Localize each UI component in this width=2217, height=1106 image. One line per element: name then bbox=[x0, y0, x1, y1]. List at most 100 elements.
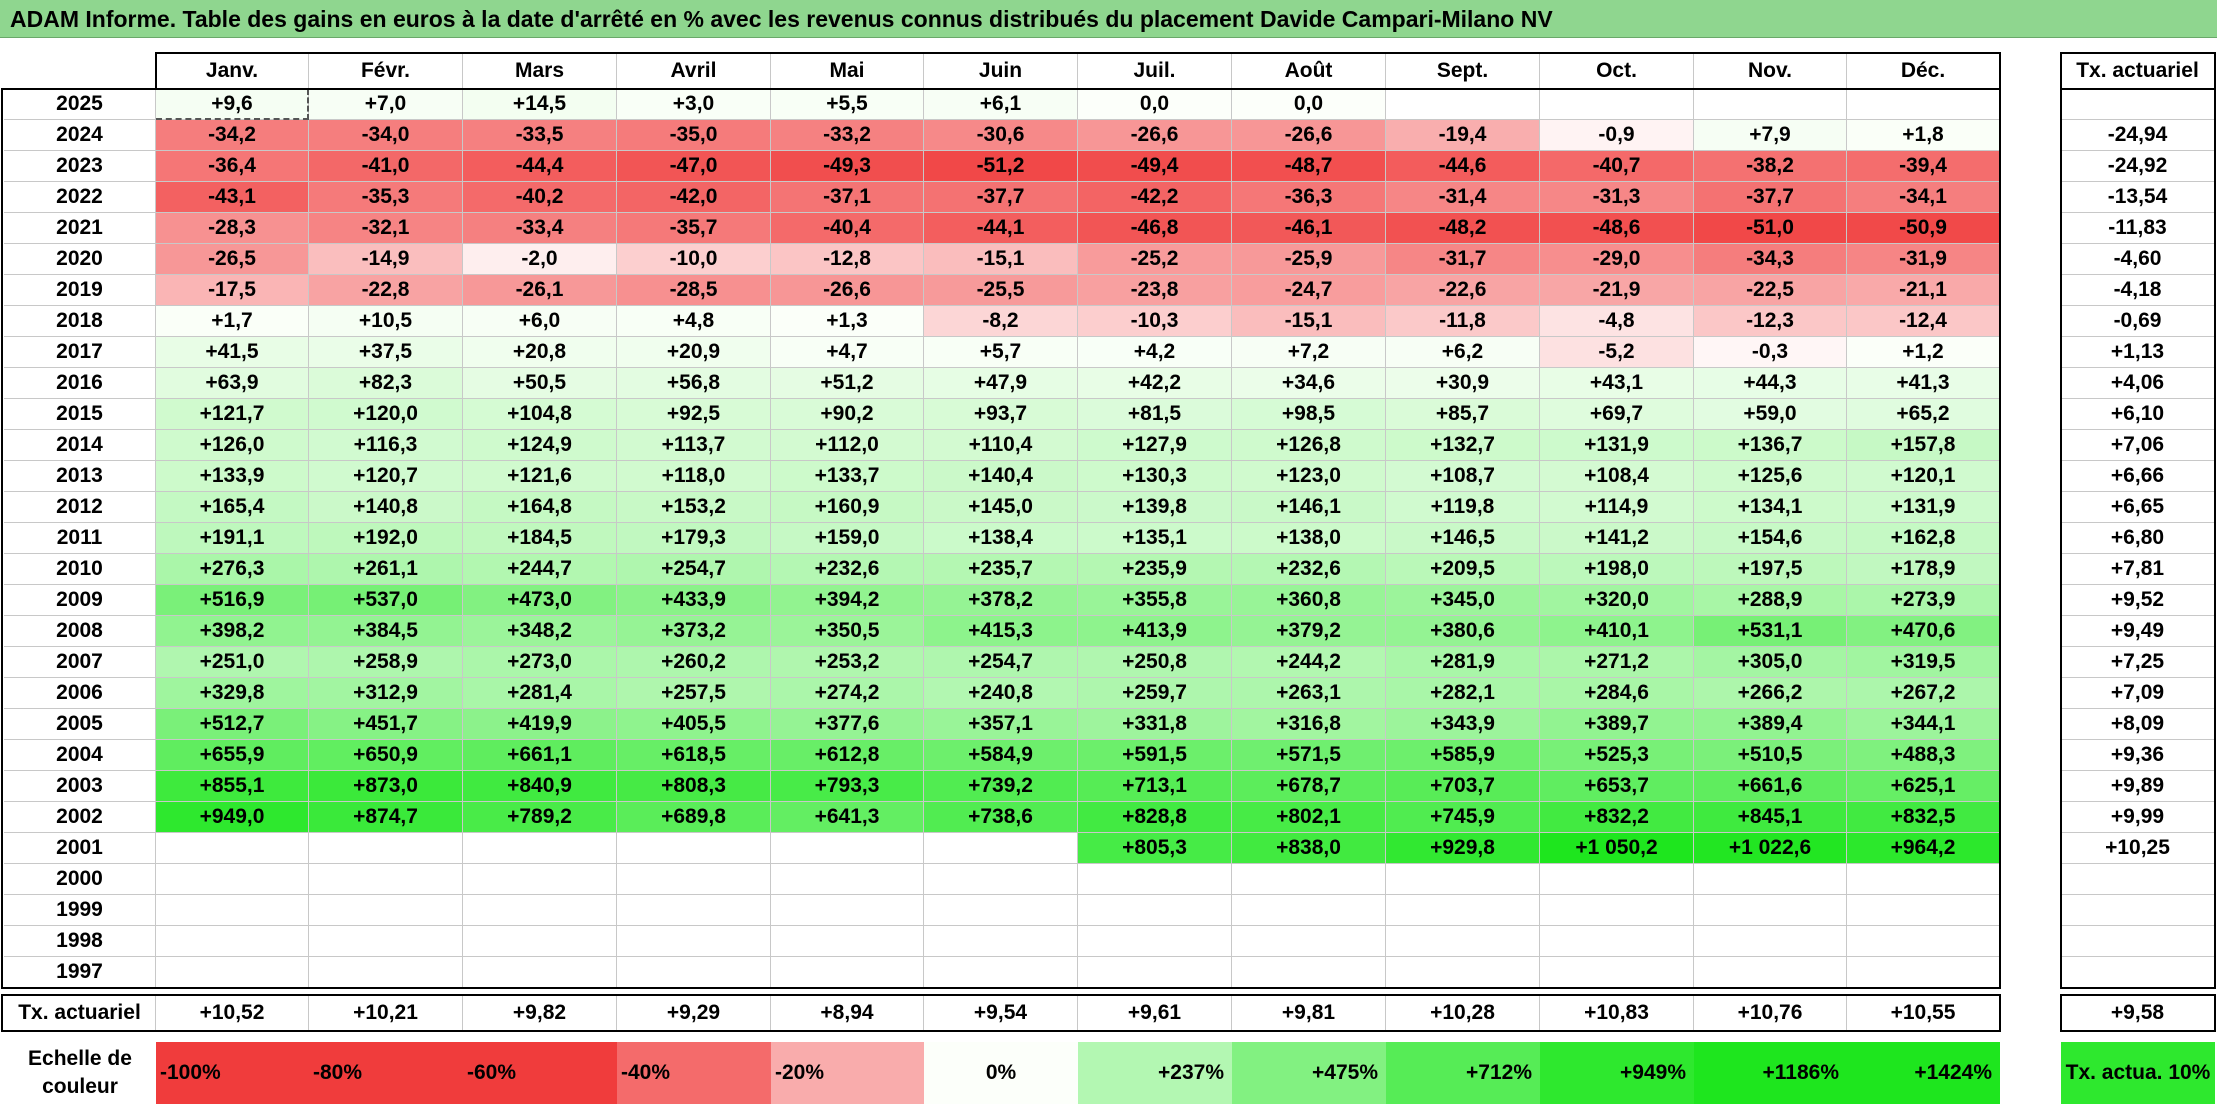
heatmap-cell bbox=[1078, 864, 1232, 895]
heatmap-cell: +5,5 bbox=[771, 89, 924, 120]
year-label: 2020 bbox=[4, 244, 156, 275]
heatmap-cell: +235,9 bbox=[1078, 554, 1232, 585]
heatmap-cell: +739,2 bbox=[924, 771, 1078, 802]
rate-cell: +7,25 bbox=[2061, 647, 2215, 678]
heatmap-cell bbox=[617, 833, 771, 864]
heatmap-cell: 0,0 bbox=[1232, 89, 1386, 120]
year-label: 2010 bbox=[4, 554, 156, 585]
heatmap-cell: -26,1 bbox=[463, 275, 617, 306]
heatmap-cell: +789,2 bbox=[463, 802, 617, 833]
heatmap-cell: +257,5 bbox=[617, 678, 771, 709]
rate-cell: -24,92 bbox=[2061, 151, 2215, 182]
heatmap-cell: +198,0 bbox=[1540, 554, 1694, 585]
heatmap-cell: +138,0 bbox=[1232, 523, 1386, 554]
scale-swatch: -60% bbox=[463, 1042, 617, 1104]
year-label: 2024 bbox=[4, 120, 156, 151]
heatmap-cell bbox=[309, 864, 463, 895]
rate-cell: +4,06 bbox=[2061, 368, 2215, 399]
heatmap-cell: +470,6 bbox=[1847, 616, 2000, 647]
heatmap-cell: +793,3 bbox=[771, 771, 924, 802]
heatmap-cell bbox=[309, 895, 463, 926]
year-label: 1997 bbox=[4, 957, 156, 988]
heatmap-cell: +473,0 bbox=[463, 585, 617, 616]
heatmap-cell: +140,8 bbox=[309, 492, 463, 523]
footer-rate-cell: +9,61 bbox=[1078, 995, 1232, 1031]
heatmap-cell: +855,1 bbox=[156, 771, 309, 802]
heatmap-cell: +1,3 bbox=[771, 306, 924, 337]
heatmap-cell: +250,8 bbox=[1078, 647, 1232, 678]
heatmap-cell: -30,6 bbox=[924, 120, 1078, 151]
heatmap-cell: +389,7 bbox=[1540, 709, 1694, 740]
heatmap-cell: +571,5 bbox=[1232, 740, 1386, 771]
heatmap-cell: +244,7 bbox=[463, 554, 617, 585]
heatmap-cell: -48,2 bbox=[1386, 213, 1540, 244]
heatmap-cell: +612,8 bbox=[771, 740, 924, 771]
heatmap-cell: -21,1 bbox=[1847, 275, 2000, 306]
heatmap-cell: +650,9 bbox=[309, 740, 463, 771]
heatmap-cell: +20,8 bbox=[463, 337, 617, 368]
heatmap-cell: +253,2 bbox=[771, 647, 924, 678]
heatmap-cell: -31,7 bbox=[1386, 244, 1540, 275]
rate-cell: +9,99 bbox=[2061, 802, 2215, 833]
scale-swatch: -100% bbox=[156, 1042, 309, 1104]
heatmap-cell: +141,2 bbox=[1540, 523, 1694, 554]
heatmap-cell: +516,9 bbox=[156, 585, 309, 616]
heatmap-cell bbox=[924, 895, 1078, 926]
heatmap-cell: +90,2 bbox=[771, 399, 924, 430]
heatmap-cell: -44,4 bbox=[463, 151, 617, 182]
rate-cell: +7,09 bbox=[2061, 678, 2215, 709]
heatmap-cell: +126,8 bbox=[1232, 430, 1386, 461]
heatmap-cell: +384,5 bbox=[309, 616, 463, 647]
heatmap-cell: -2,0 bbox=[463, 244, 617, 275]
heatmap-cell: +254,7 bbox=[617, 554, 771, 585]
footer-rate-cell: +10,76 bbox=[1694, 995, 1847, 1031]
heatmap-cell: +65,2 bbox=[1847, 399, 2000, 430]
heatmap-cell: +138,4 bbox=[924, 523, 1078, 554]
heatmap-cell: +805,3 bbox=[1078, 833, 1232, 864]
heatmap-cell: +703,7 bbox=[1386, 771, 1540, 802]
rate-cell: -13,54 bbox=[2061, 182, 2215, 213]
heatmap-cell: -36,3 bbox=[1232, 182, 1386, 213]
heatmap-cell: -35,0 bbox=[617, 120, 771, 151]
year-label: 2015 bbox=[4, 399, 156, 430]
heatmap-cell bbox=[617, 895, 771, 926]
heatmap-cell: +4,8 bbox=[617, 306, 771, 337]
rate-cell: -4,18 bbox=[2061, 275, 2215, 306]
heatmap-cell: +165,4 bbox=[156, 492, 309, 523]
footer-rate-cell: +10,52 bbox=[156, 995, 309, 1031]
year-label: 2007 bbox=[4, 647, 156, 678]
heatmap-cell bbox=[156, 926, 309, 957]
heatmap-cell: +525,3 bbox=[1540, 740, 1694, 771]
rate-cell: -0,69 bbox=[2061, 306, 2215, 337]
heatmap-cell: +320,0 bbox=[1540, 585, 1694, 616]
heatmap-cell: +348,2 bbox=[463, 616, 617, 647]
heatmap-cell: -35,3 bbox=[309, 182, 463, 213]
heatmap-cell bbox=[156, 957, 309, 988]
heatmap-cell: -41,0 bbox=[309, 151, 463, 182]
heatmap-cell: +377,6 bbox=[771, 709, 924, 740]
heatmap-cell: -23,8 bbox=[1078, 275, 1232, 306]
heatmap-cell: -37,7 bbox=[924, 182, 1078, 213]
heatmap-cell: -39,4 bbox=[1847, 151, 2000, 182]
footer-rate-cell: +10,55 bbox=[1847, 995, 2000, 1031]
month-header: Févr. bbox=[309, 53, 463, 89]
heatmap-cell: +133,7 bbox=[771, 461, 924, 492]
month-header: Déc. bbox=[1847, 53, 2000, 89]
heatmap-cell: +110,4 bbox=[924, 430, 1078, 461]
heatmap-cell: +5,7 bbox=[924, 337, 1078, 368]
heatmap-cell: +413,9 bbox=[1078, 616, 1232, 647]
heatmap-cell: -14,9 bbox=[309, 244, 463, 275]
month-header: Juin bbox=[924, 53, 1078, 89]
year-label: 2021 bbox=[4, 213, 156, 244]
heatmap-cell bbox=[924, 957, 1078, 988]
month-header: Mars bbox=[463, 53, 617, 89]
rate-cell bbox=[2061, 957, 2215, 988]
heatmap-cell: +585,9 bbox=[1386, 740, 1540, 771]
heatmap-cell: -43,1 bbox=[156, 182, 309, 213]
heatmap-cell: +130,3 bbox=[1078, 461, 1232, 492]
heatmap-cell: -48,7 bbox=[1232, 151, 1386, 182]
heatmap-cell: +179,3 bbox=[617, 523, 771, 554]
heatmap-cell: -17,5 bbox=[156, 275, 309, 306]
heatmap-cell: -49,3 bbox=[771, 151, 924, 182]
year-label: 2004 bbox=[4, 740, 156, 771]
